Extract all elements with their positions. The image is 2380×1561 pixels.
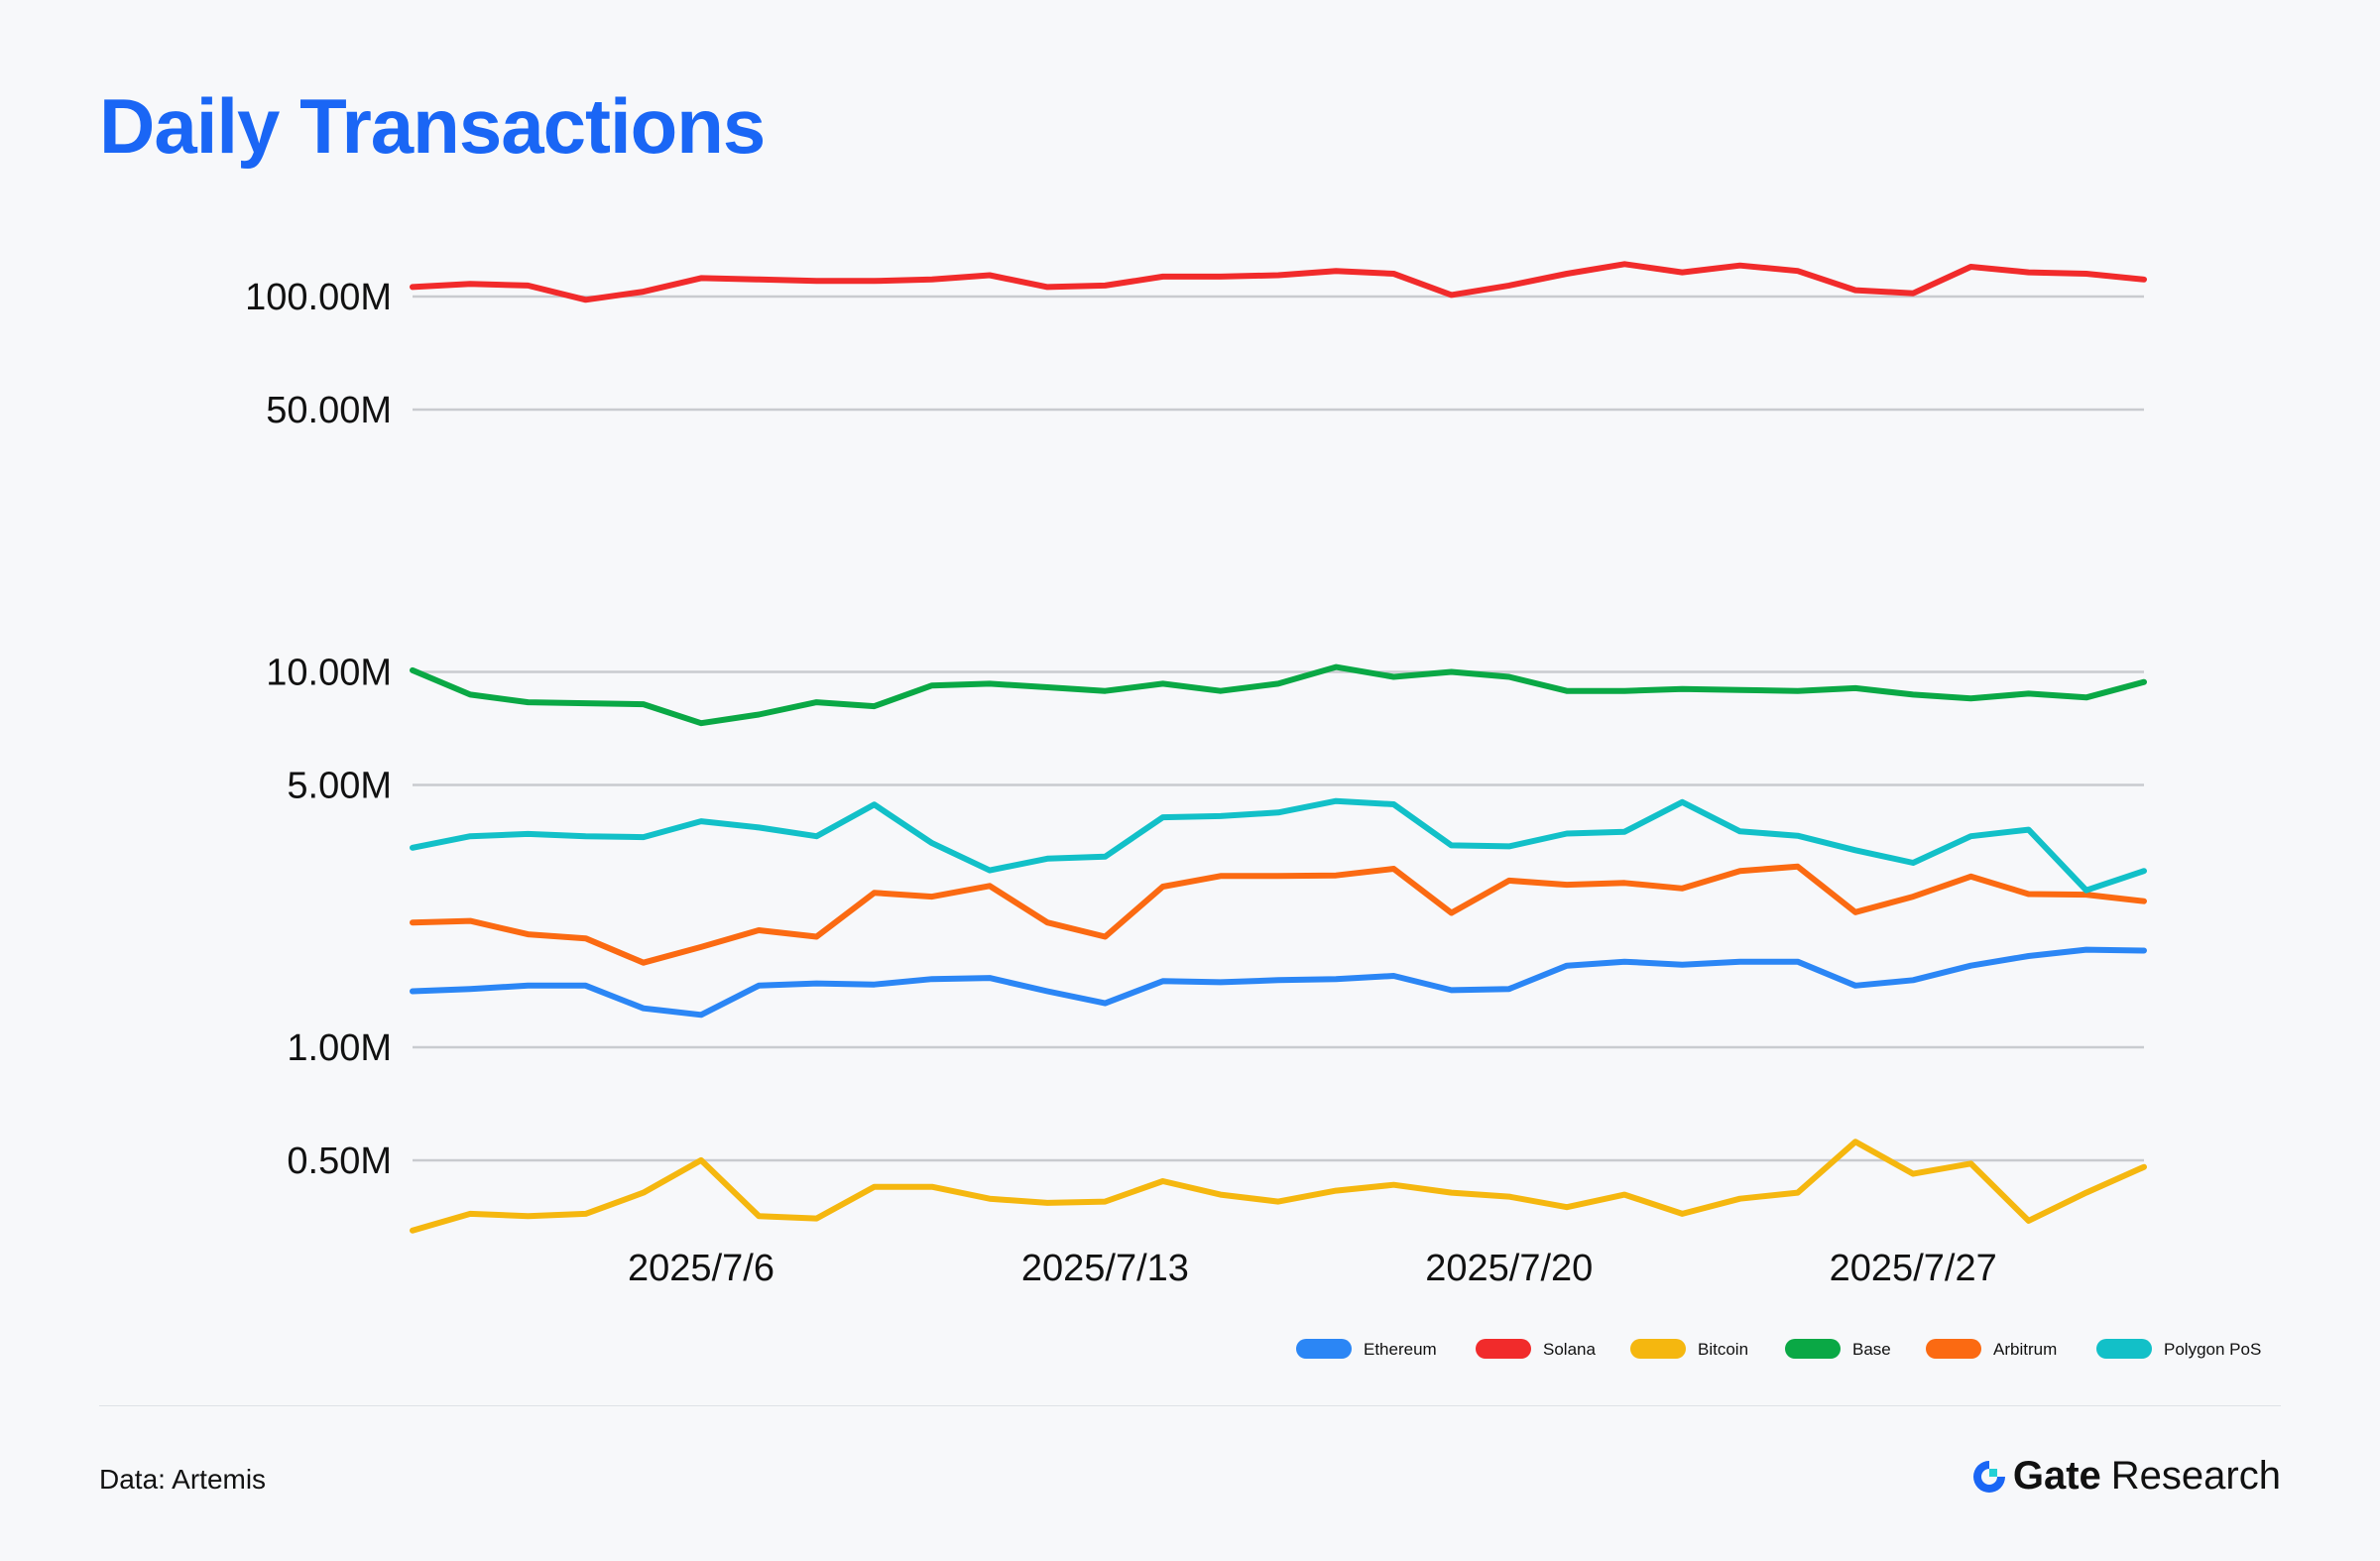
- y-tick-label: 100.00M: [245, 277, 392, 318]
- legend-label-solana: Solana: [1543, 1340, 1596, 1359]
- y-tick-label: 0.50M: [287, 1141, 392, 1182]
- page-title: Daily Transactions: [99, 82, 766, 170]
- footer-divider: [99, 1405, 2281, 1406]
- legend-label-polygon-pos: Polygon PoS: [2164, 1340, 2261, 1359]
- series-line-bitcoin: [410, 1139, 2147, 1234]
- brand-name: Gate: [2012, 1454, 2101, 1498]
- legend-swatch-arbitrum: [1926, 1339, 1981, 1359]
- x-tick-label: 2025/7/27: [1830, 1248, 1997, 1289]
- y-axis-ticks: 100.00M 50.00M 10.00M 5.00M 1.00M 0.50M: [245, 277, 392, 1182]
- series-lines: [410, 261, 2147, 1234]
- y-tick-label: 5.00M: [287, 765, 392, 806]
- brand: Gate Research: [1969, 1454, 2281, 1499]
- legend-label-ethereum: Ethereum: [1364, 1340, 1437, 1359]
- x-tick-label: 2025/7/20: [1425, 1248, 1593, 1289]
- y-tick-label: 50.00M: [266, 390, 392, 431]
- legend-label-base: Base: [1852, 1340, 1891, 1359]
- legend: Ethereum Solana Bitcoin Base Arbitrum Polygon…: [1296, 1339, 2261, 1359]
- x-tick-label: 2025/7/13: [1021, 1248, 1189, 1289]
- gate-logo-icon: [1972, 1460, 2005, 1493]
- data-source: Data: Artemis: [99, 1464, 267, 1495]
- y-tick-label: 1.00M: [287, 1027, 392, 1069]
- line-chart: 100.00M 50.00M 10.00M 5.00M 1.00M 0.50M 2025/…: [245, 261, 2261, 1359]
- legend-swatch-ethereum: [1296, 1339, 1352, 1359]
- x-axis-ticks: 2025/7/6 2025/7/13 2025/7/20 2025/7/27: [628, 1248, 1997, 1289]
- series-line-arbitrum: [410, 863, 2147, 966]
- legend-swatch-bitcoin: [1630, 1339, 1686, 1359]
- legend-swatch-solana: [1476, 1339, 1531, 1359]
- legend-label-arbitrum: Arbitrum: [1993, 1340, 2057, 1359]
- legend-swatch-polygon-pos: [2096, 1339, 2152, 1359]
- gridlines: [413, 295, 2144, 1162]
- legend-label-bitcoin: Bitcoin: [1698, 1340, 1748, 1359]
- series-line-solana: [410, 261, 2147, 303]
- legend-swatch-base: [1785, 1339, 1841, 1359]
- series-line-base: [410, 663, 2147, 727]
- brand-subtitle: Research: [2110, 1454, 2281, 1498]
- y-tick-label: 10.00M: [266, 653, 392, 694]
- series-line-ethereum: [410, 946, 2147, 1019]
- series-line-polygon-pos: [410, 797, 2147, 894]
- x-tick-label: 2025/7/6: [628, 1248, 774, 1289]
